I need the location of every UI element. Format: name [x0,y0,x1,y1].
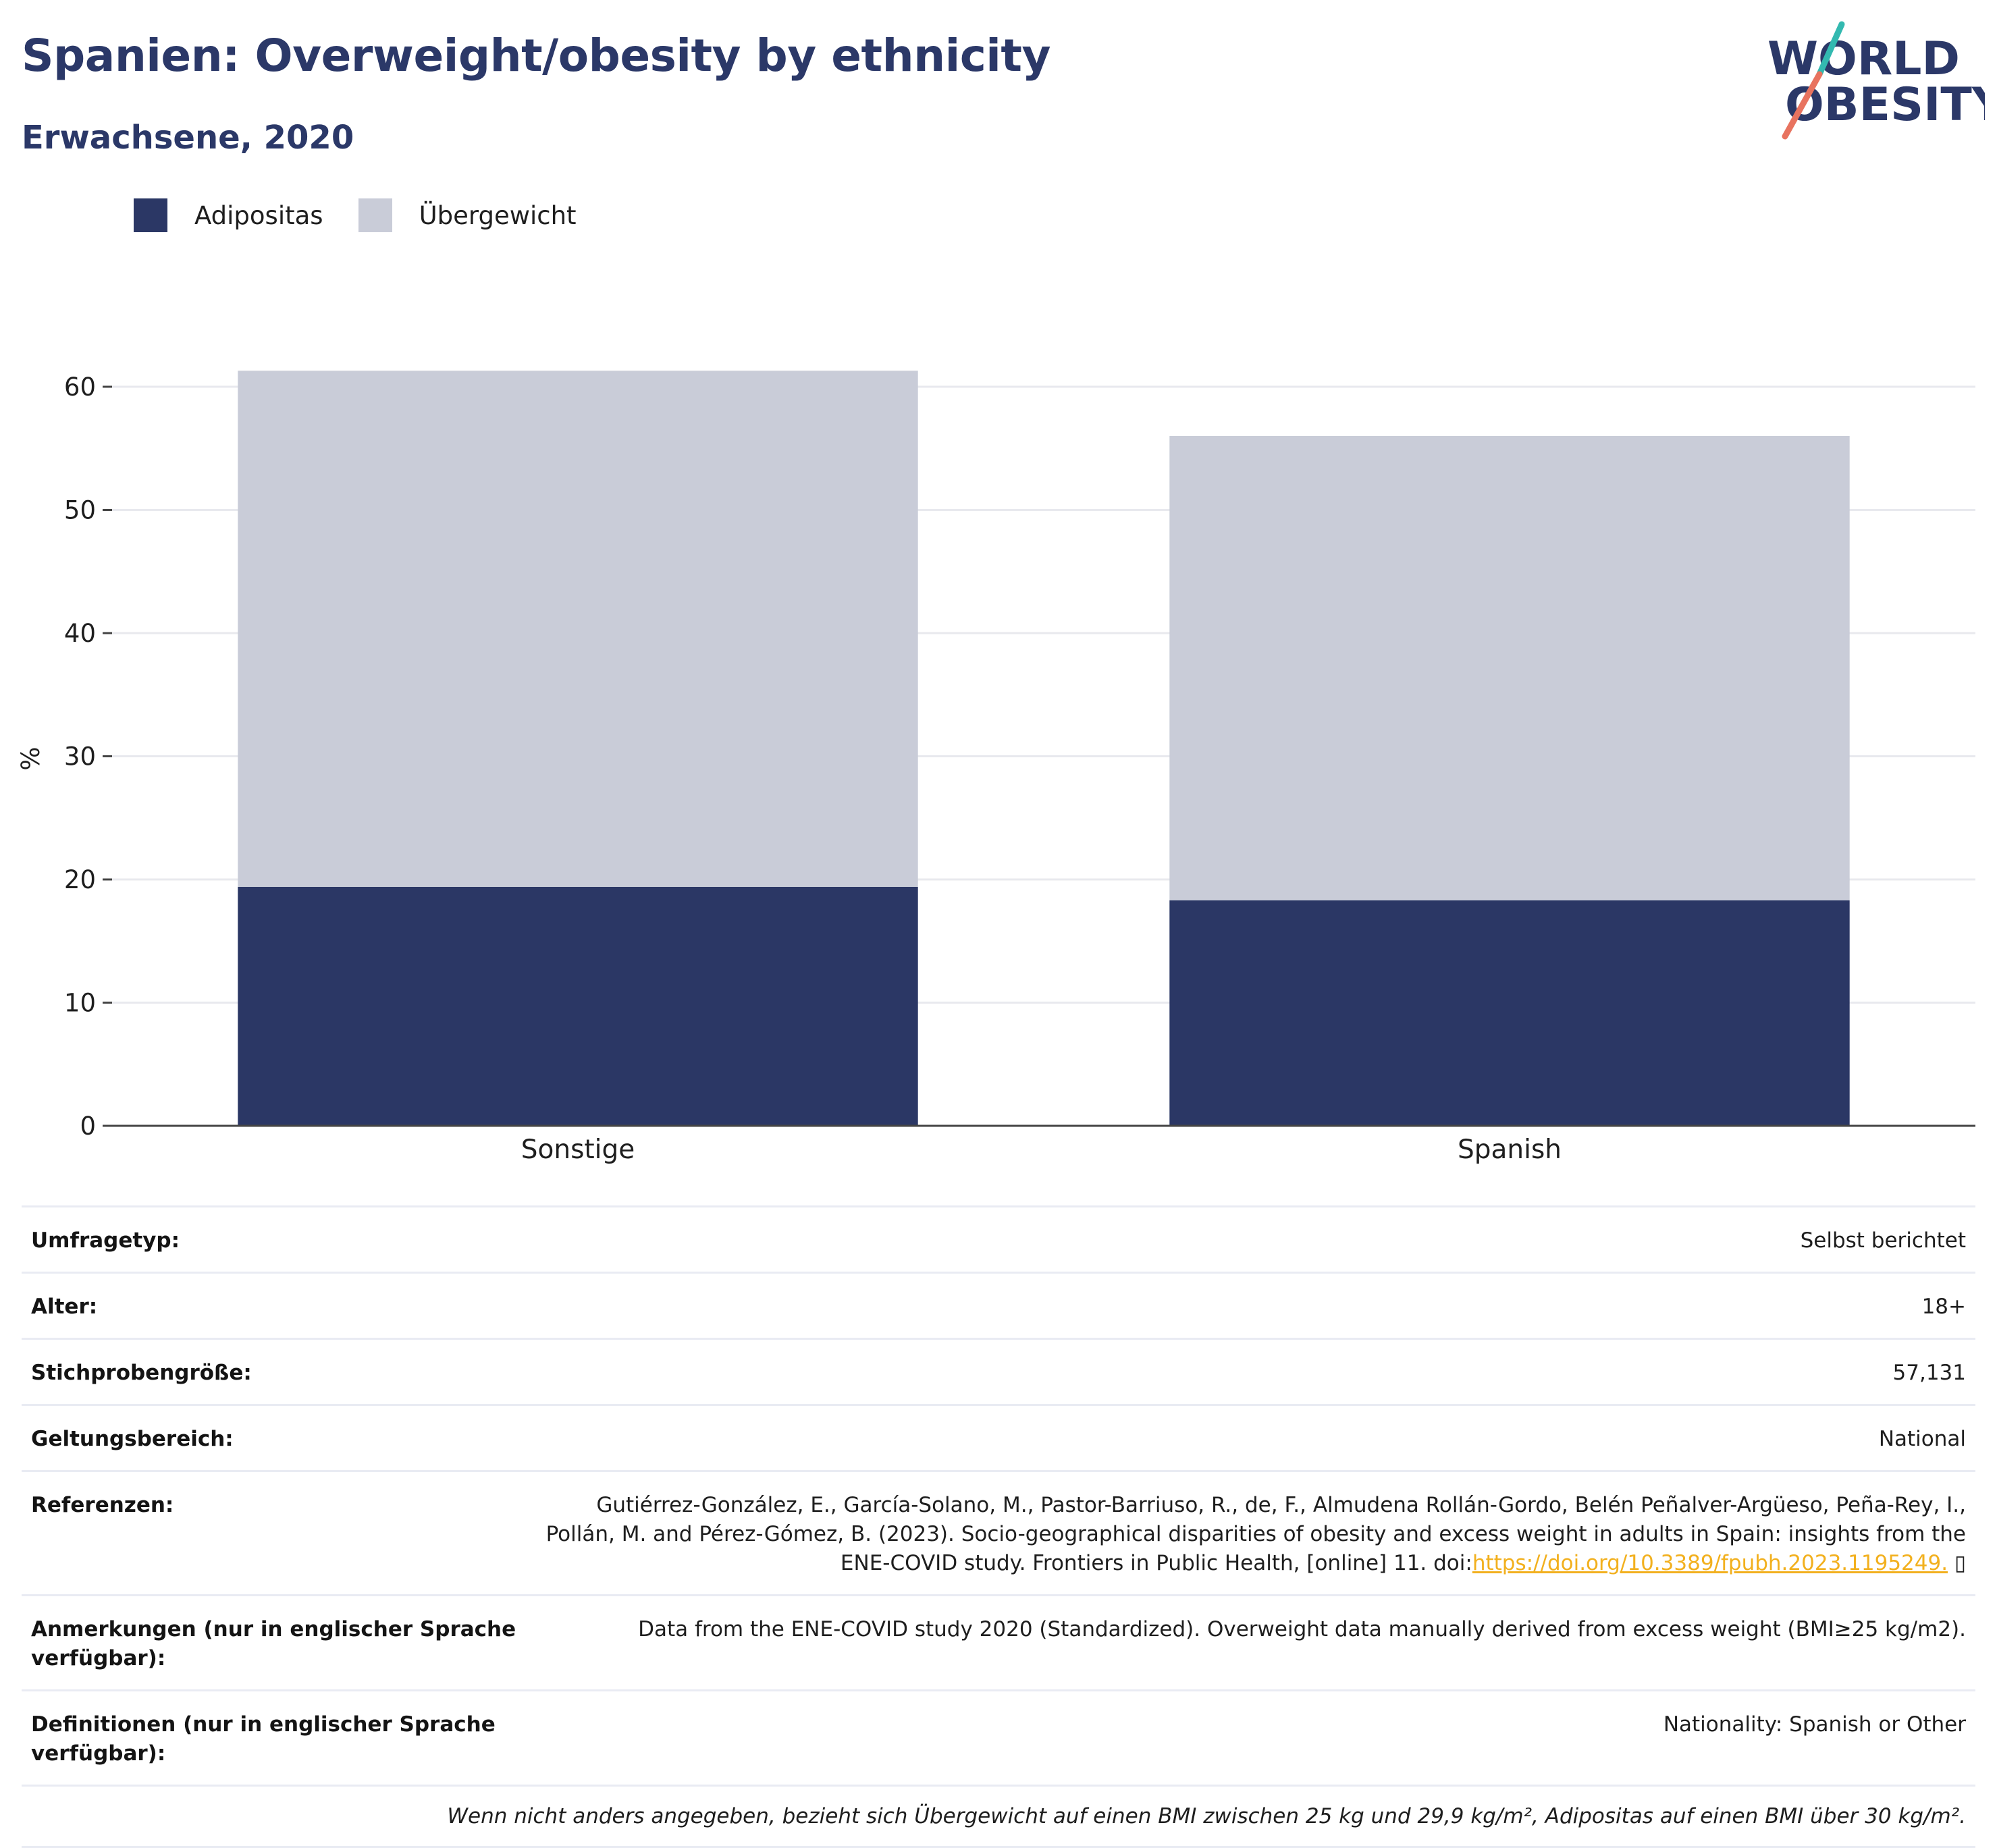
legend-item-adipositas[interactable]: Adipositas [134,198,323,232]
info-row-notes: Anmerkungen (nur in englischer Sprache v… [22,1594,1975,1689]
y-tick-label: 30 [64,742,96,771]
y-tick-label: 10 [64,989,96,1018]
world-obesity-logo: WORLD OBESITY [1767,21,1985,140]
info-label: Anmerkungen (nur in englischer Sprache v… [31,1617,516,1670]
info-label: Geltungsbereich: [31,1427,234,1451]
legend-swatch-uebergewicht [358,198,392,232]
y-tick-label: 40 [64,619,96,648]
bar-uebergewicht-sonstige [238,371,918,887]
chart-subtitle: Erwachsene, 2020 [22,119,354,157]
axis-layer: 0 10 20 30 40 50 60% Sonstige Spanish [16,373,1975,1165]
info-label: Stichprobengröße: [31,1361,252,1385]
references-line-1: Gutiérrez-González, E., García-Solano, M… [596,1493,1966,1517]
info-row-coverage: Geltungsbereich: National [22,1404,1975,1470]
doi-link[interactable]: https://doi.org/10.3389/fpubh.2023.11952… [1472,1551,1948,1575]
references-line-2: Pollán, M. and Pérez-Gómez, B. (2023). S… [545,1522,1966,1546]
info-row-references: Referenzen: Gutiérrez-González, E., Garc… [22,1470,1975,1594]
bar-adipositas-spanish [1169,900,1850,1126]
info-label: Umfragetyp: [31,1228,180,1253]
chart-title: Spanien: Overweight/obesity by ethnicity [22,30,1051,82]
info-value: 57,131 [1892,1361,1966,1385]
y-tick-label: 20 [64,865,96,894]
references-text: Gutiérrez-González, E., García-Solano, M… [517,1491,1966,1578]
info-value: 18+ [1921,1295,1966,1319]
chart-legend: Adipositas Übergewicht [134,198,612,232]
y-axis-title: % [16,746,45,770]
stacked-bar-chart: 0 10 20 30 40 50 60% Sonstige Spanish [16,371,1975,1165]
logo-slash-top [1816,21,1845,78]
info-value: Selbst berichtet [1800,1228,1966,1253]
legend-swatch-adipositas [134,198,167,232]
legend-label-uebergewicht: Übergewicht [419,200,577,230]
info-row-sample-size: Stichprobengröße: 57,131 [22,1338,1975,1404]
external-link-icon[interactable]: ▯ [1954,1551,1966,1575]
x-tick-label: Sonstige [521,1135,635,1165]
info-table: Umfragetyp: Selbst berichtet Alter: 18+ … [22,1205,1975,1848]
bar-layer [238,371,1850,1126]
info-value: Data from the ENE-COVID study 2020 (Stan… [638,1617,1966,1641]
references-line-3: ENE-COVID study. Frontiers in Public Hea… [840,1551,1472,1575]
info-value: Nationality: Spanish or Other [1663,1712,1966,1737]
logo-line-1: WORLD [1767,32,1960,86]
y-tick-label: 0 [80,1112,96,1141]
footnote-row: Wenn nicht anders angegeben, bezieht sic… [22,1785,1975,1848]
x-tick-label: Spanish [1458,1135,1562,1165]
info-label: Definitionen (nur in englischer Sprache … [31,1712,496,1766]
info-row-survey-type: Umfragetyp: Selbst berichtet [22,1205,1975,1272]
y-tick-label: 60 [64,373,96,402]
info-label: Referenzen: [31,1493,174,1517]
footnote: Wenn nicht anders angegeben, bezieht sic… [447,1804,1966,1828]
bar-uebergewicht-spanish [1169,436,1850,901]
info-value: National [1878,1427,1966,1451]
logo-line-2: OBESITY [1785,78,1985,132]
y-tick-label: 50 [64,496,96,525]
info-row-age: Alter: 18+ [22,1272,1975,1338]
legend-label-adipositas: Adipositas [194,200,323,230]
logo-slash-bottom [1782,71,1823,140]
legend-item-uebergewicht[interactable]: Übergewicht [358,198,577,232]
bar-adipositas-sonstige [238,886,918,1126]
info-row-definitions: Definitionen (nur in englischer Sprache … [22,1689,1975,1785]
info-label: Alter: [31,1295,98,1319]
